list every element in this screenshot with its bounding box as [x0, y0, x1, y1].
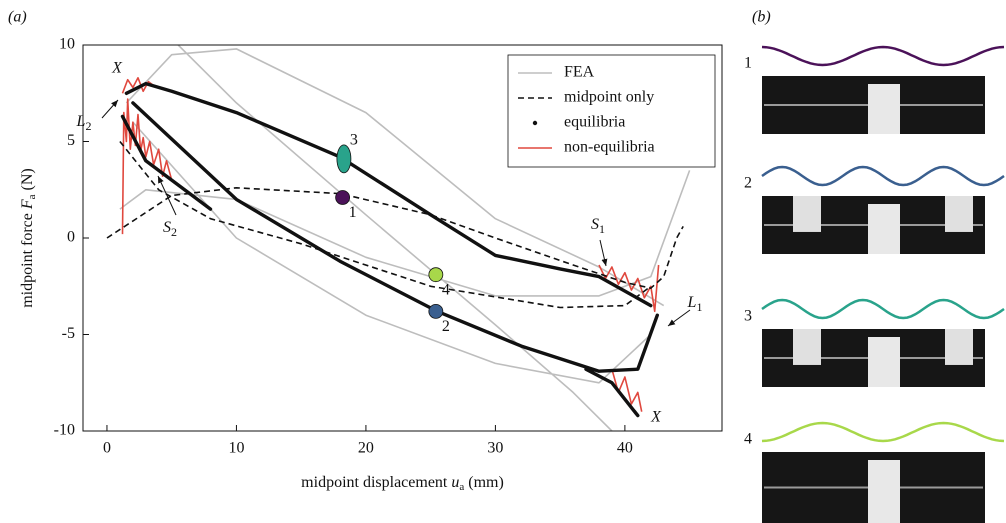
legend-label: non-equilibria [564, 139, 655, 156]
panel-label: (a) [8, 9, 27, 26]
text-part: 1 [599, 222, 605, 236]
annotation: S2 [163, 219, 177, 239]
state-marker [335, 190, 351, 205]
legend-label: equilibria [564, 114, 625, 131]
snapshot-clamp [868, 84, 900, 134]
state-label: 4 [442, 281, 450, 298]
axis-label: midpoint force Fa (N) [19, 168, 40, 308]
text-part: F [19, 199, 36, 210]
text-part: 1 [696, 300, 702, 314]
snapshot-clamp [868, 204, 900, 254]
plot-frame [82, 44, 723, 432]
snapshot-clamp [793, 196, 821, 232]
text-part: L [687, 294, 697, 311]
text-part: a [26, 194, 38, 199]
annotation: X [111, 60, 123, 77]
text-part: S [591, 216, 599, 233]
text-part: midpoint displacement [301, 474, 448, 491]
y-tick-label: 10 [59, 36, 75, 53]
text-part: S [163, 219, 171, 236]
snapshot-clamp [868, 460, 900, 523]
text-part: 2 [171, 225, 177, 239]
text-part: u [451, 474, 459, 491]
legend-label: FEA [564, 64, 595, 81]
x-tick-label: 10 [228, 440, 244, 457]
snapshot-label: 3 [744, 308, 752, 325]
snapshot-label: 4 [744, 431, 752, 448]
snapshot-clamp [793, 329, 821, 365]
mode-shape [761, 421, 1005, 443]
series-line [120, 81, 659, 418]
annotation-arrow [101, 99, 119, 119]
annotation-arrow [667, 309, 691, 327]
mode-shape [761, 165, 1005, 187]
snapshot-label: 1 [744, 55, 752, 72]
y-tick-label: 0 [67, 229, 75, 246]
x-tick-label: 20 [358, 440, 374, 457]
mode-shape [761, 298, 1005, 320]
state-label: 1 [349, 204, 357, 221]
snapshot-clamp [945, 196, 973, 232]
legend-label: midpoint only [564, 89, 654, 106]
text-part: (N) [19, 168, 36, 190]
state-label: 2 [442, 318, 450, 335]
snapshot-label: 2 [744, 175, 752, 192]
text-part: 2 [85, 119, 91, 133]
y-tick-label: 5 [67, 132, 75, 149]
snapshot-clamp [868, 337, 900, 387]
y-tick-label: -10 [54, 422, 75, 439]
annotation: X [650, 409, 662, 426]
mode-shape [761, 45, 1005, 67]
state-label: 3 [350, 132, 358, 149]
text-part: L [76, 113, 86, 130]
text-part: a [459, 481, 464, 493]
annotation: S1 [591, 216, 605, 236]
x-tick-label: 40 [617, 440, 633, 457]
text-part: (mm) [468, 474, 504, 491]
annotation-arrow [599, 239, 608, 267]
axis-label: midpoint displacement ua (mm) [301, 474, 504, 495]
legend-swatch [532, 120, 538, 126]
state-marker [428, 267, 444, 283]
x-tick-label: 0 [103, 440, 111, 457]
snapshot-clamp [945, 329, 973, 365]
annotation: L1 [687, 294, 703, 314]
x-tick-label: 30 [487, 440, 503, 457]
y-tick-label: -5 [62, 325, 75, 342]
text-part: midpoint force [19, 213, 36, 308]
annotation-arrow [157, 175, 177, 216]
state-marker [428, 303, 444, 319]
state-marker [336, 144, 352, 174]
annotation: L2 [76, 113, 92, 133]
panel-label: (b) [752, 9, 771, 26]
